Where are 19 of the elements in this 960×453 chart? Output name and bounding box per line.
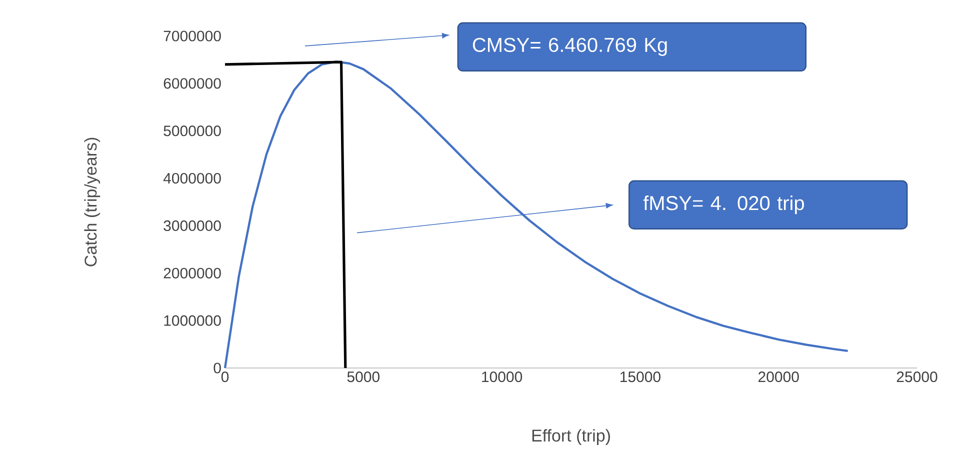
x-tick-label: 0 (221, 372, 229, 382)
y-tick-label: 0 (214, 362, 221, 374)
y-tick-label: 6000000 (164, 78, 221, 89)
y-tick-label: 3000000 (164, 220, 221, 232)
y-tick-label: 7000000 (164, 30, 221, 42)
y-tick-label: 2000000 (164, 268, 221, 278)
x-tick-label: 10000 (482, 372, 522, 382)
annotation: fMSY= 4. 020 trip (643, 196, 804, 214)
x-tick-label: 25000 (896, 372, 938, 382)
y-tick-label: 1000000 (164, 315, 221, 326)
x-tick-label: 5000 (347, 372, 380, 382)
line-series (224, 60, 849, 370)
annotation: CMSY= 6.460.769 Kg (472, 38, 667, 56)
y-tick-label: 5000000 (164, 126, 221, 136)
x-axis-title: Effort (trip) (532, 429, 610, 445)
y-tick-label: 4000000 (163, 172, 221, 184)
x-tick-label: 20000 (758, 372, 799, 382)
y-axis-title: Catch (trip/years) (84, 138, 100, 266)
x-tick-label: 15000 (620, 372, 660, 382)
